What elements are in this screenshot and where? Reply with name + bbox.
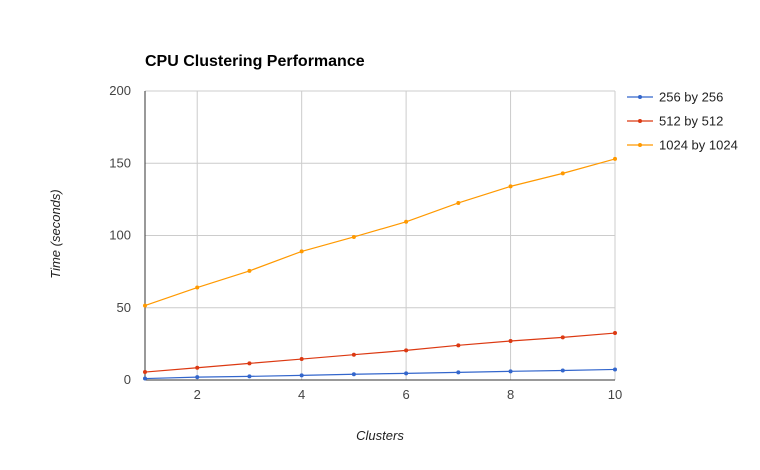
legend-label: 256 by 256 bbox=[659, 90, 723, 105]
legend-label: 1024 by 1024 bbox=[659, 138, 738, 153]
data-point bbox=[508, 369, 513, 374]
data-point bbox=[351, 352, 356, 357]
legend-swatch-point bbox=[638, 95, 642, 99]
axes bbox=[144, 91, 615, 381]
legend[interactable]: 256 by 256 512 by 512 1024 by 1024 bbox=[627, 90, 738, 153]
data-point bbox=[195, 285, 200, 290]
legend-swatch-point bbox=[638, 119, 642, 123]
y-tick-label: 100 bbox=[109, 228, 131, 243]
series-line bbox=[144, 368, 616, 380]
data-point bbox=[613, 156, 617, 161]
legend-label: 512 by 512 bbox=[659, 114, 723, 129]
data-point bbox=[351, 372, 356, 377]
data-point bbox=[613, 331, 617, 336]
x-tick-labels: 2 4 6 8 10 bbox=[194, 387, 623, 402]
data-point bbox=[299, 357, 304, 362]
data-point bbox=[351, 234, 356, 239]
data-point bbox=[143, 376, 147, 381]
data-point bbox=[299, 373, 304, 378]
y-axis-title: Time (seconds) bbox=[48, 189, 63, 278]
data-point bbox=[143, 370, 147, 375]
data-point bbox=[247, 374, 252, 379]
y-tick-label: 200 bbox=[109, 83, 131, 98]
x-tick-label: 8 bbox=[507, 387, 514, 402]
data-point bbox=[143, 303, 147, 308]
data-point bbox=[560, 171, 565, 176]
legend-item[interactable]: 512 by 512 bbox=[627, 114, 723, 129]
data-point bbox=[247, 268, 252, 273]
series-lines bbox=[143, 156, 617, 381]
series-1 bbox=[143, 367, 617, 381]
data-point bbox=[456, 343, 461, 348]
data-point bbox=[404, 219, 409, 224]
data-point bbox=[456, 370, 461, 375]
y-tick-label: 50 bbox=[117, 300, 131, 315]
series-line bbox=[144, 332, 616, 373]
data-point bbox=[404, 348, 409, 353]
data-point bbox=[560, 368, 565, 373]
data-point bbox=[560, 335, 565, 340]
x-tick-label: 4 bbox=[298, 387, 305, 402]
x-tick-label: 10 bbox=[608, 387, 622, 402]
data-point bbox=[299, 249, 304, 254]
x-axis-title: Clusters bbox=[356, 428, 404, 443]
y-tick-label: 150 bbox=[109, 155, 131, 170]
chart-title: CPU Clustering Performance bbox=[145, 53, 365, 70]
data-point bbox=[613, 367, 617, 372]
x-tick-label: 6 bbox=[402, 387, 409, 402]
data-point bbox=[456, 200, 461, 205]
legend-swatch-point bbox=[638, 143, 642, 147]
series-2 bbox=[143, 331, 617, 375]
x-tick-label: 2 bbox=[194, 387, 201, 402]
series-line bbox=[144, 158, 616, 307]
y-tick-labels: 0 50 100 150 200 bbox=[109, 83, 131, 387]
data-point bbox=[508, 338, 513, 343]
data-point bbox=[247, 361, 252, 366]
data-point bbox=[404, 371, 409, 376]
data-point bbox=[195, 365, 200, 370]
data-point bbox=[508, 184, 513, 189]
legend-item[interactable]: 256 by 256 bbox=[627, 90, 723, 105]
series-3 bbox=[143, 156, 617, 308]
gridlines bbox=[145, 90, 616, 380]
y-tick-label: 0 bbox=[124, 372, 131, 387]
data-point bbox=[195, 375, 200, 380]
legend-item[interactable]: 1024 by 1024 bbox=[627, 138, 738, 153]
